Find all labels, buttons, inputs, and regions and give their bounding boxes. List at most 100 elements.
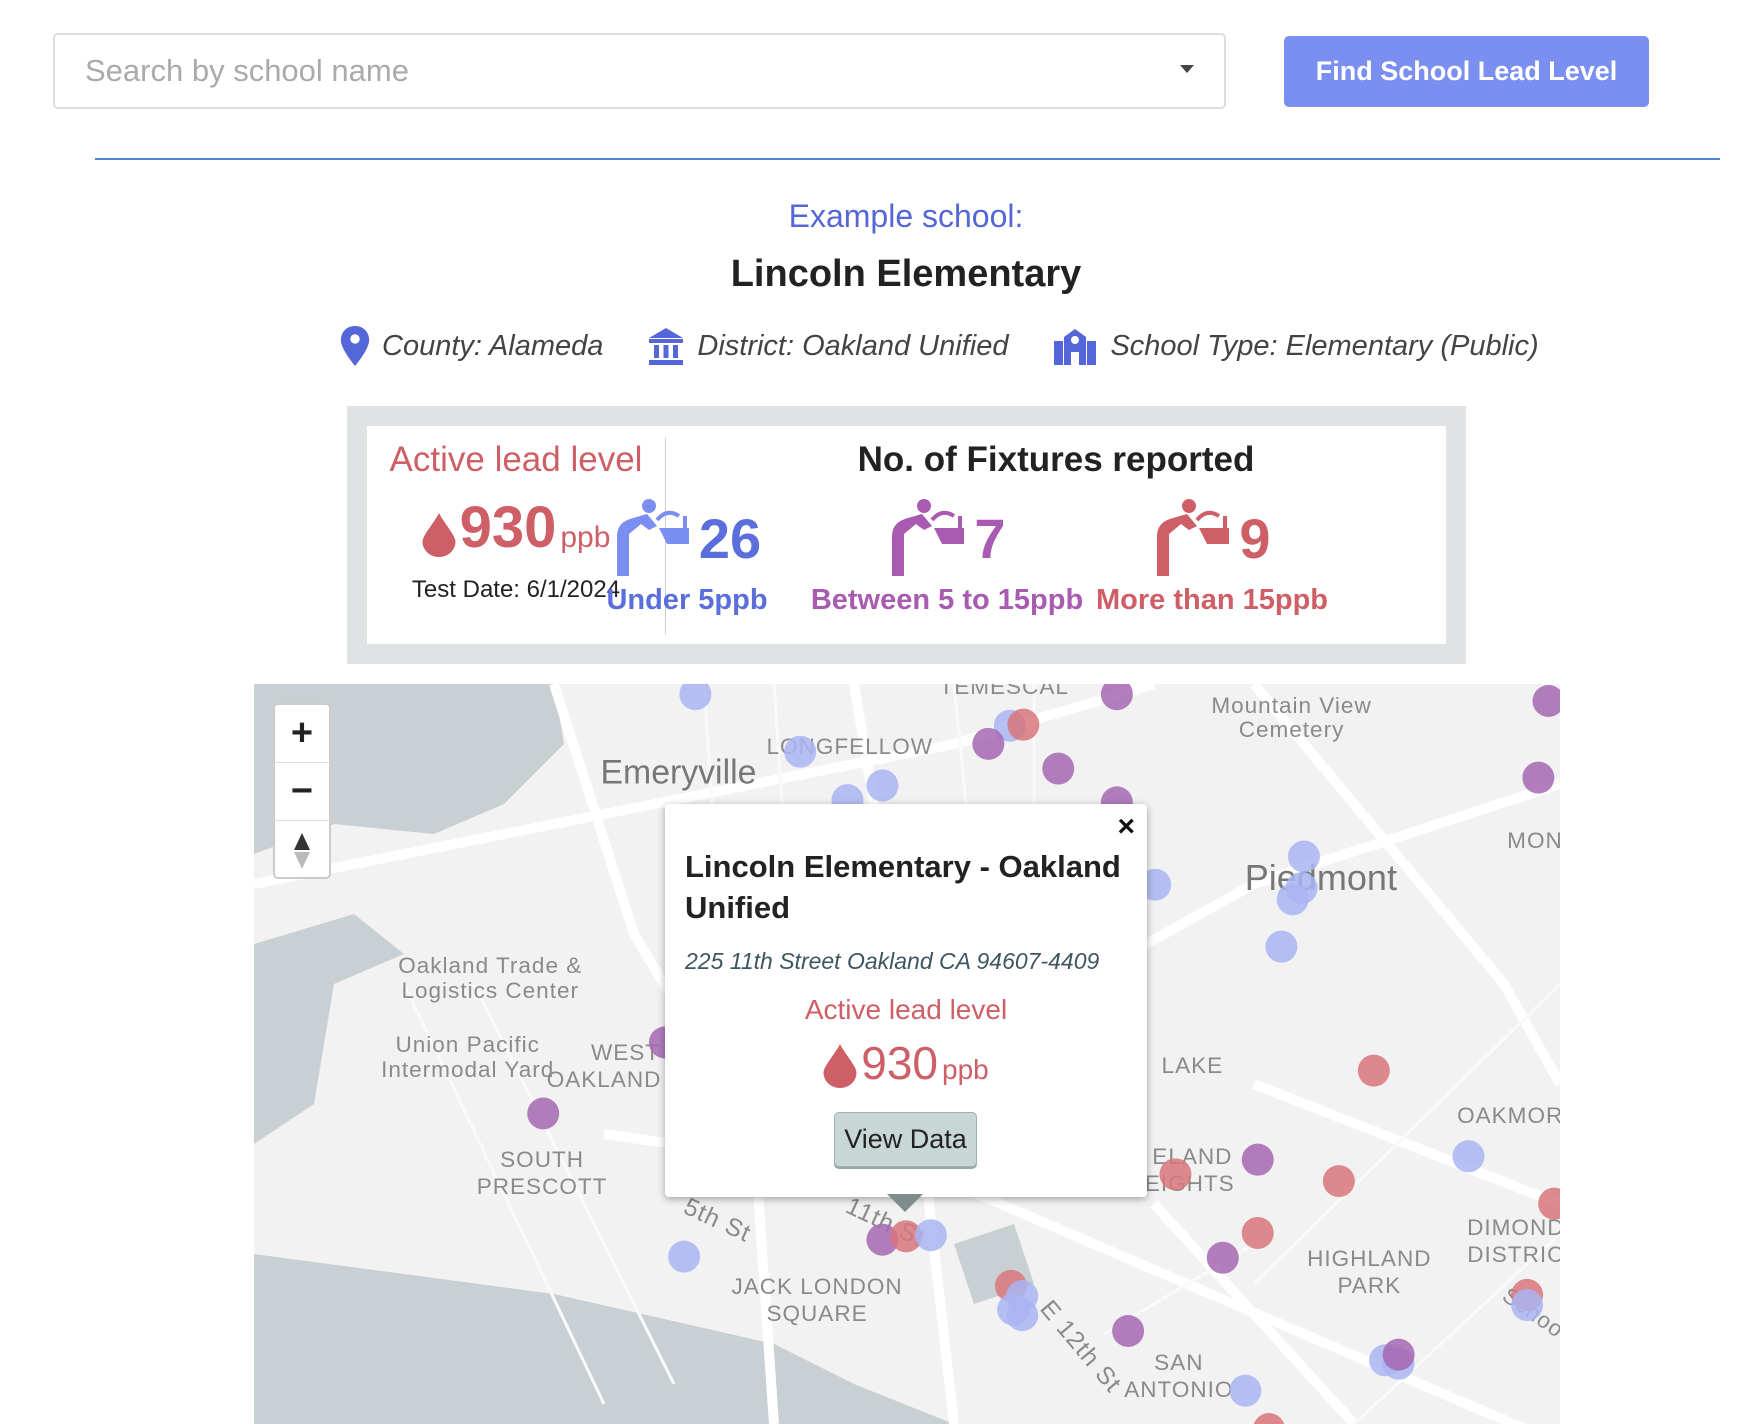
map-label: Intermodal Yard — [381, 1056, 555, 1082]
school-marker[interactable] — [1007, 708, 1040, 741]
popup-address: 225 11th Street Oakland CA 94607-4409 — [685, 948, 1100, 974]
map-pin-icon — [340, 326, 370, 366]
test-date: Test Date: 6/1/2024 — [411, 576, 621, 603]
fixture-count: 7 — [974, 506, 1006, 570]
county-text: County: Alameda — [382, 329, 604, 362]
map-label: JACK LONDON — [731, 1274, 903, 1300]
school-marker[interactable] — [866, 1223, 899, 1256]
find-school-button[interactable]: Find School Lead Level — [1284, 36, 1649, 107]
fixture-stat: 26 Under 5ppb — [547, 498, 827, 617]
school-marker[interactable] — [1206, 1241, 1239, 1274]
fixture-count: 9 — [1239, 506, 1271, 570]
view-data-button[interactable]: View Data — [834, 1112, 977, 1167]
fixture-label: Under 5ppb — [606, 584, 768, 616]
drop-icon — [422, 513, 456, 557]
map-label: Emeryville — [600, 753, 757, 792]
map-label: SQUARE — [766, 1301, 868, 1327]
school-marker[interactable] — [1532, 684, 1560, 717]
school-marker[interactable] — [1452, 1140, 1485, 1173]
school-name: Lincoln Elementary — [730, 253, 1082, 295]
school-marker[interactable] — [1382, 1338, 1415, 1371]
map-label: OAKLAND — [546, 1066, 662, 1092]
zoom-out-button[interactable]: − — [275, 763, 329, 821]
school-marker[interactable] — [1241, 1143, 1274, 1176]
map-label: Logistics Center — [401, 977, 580, 1003]
lead-value: 930 — [459, 495, 557, 560]
map[interactable]: TEMESCAL Mountain View Cemetery LONGFELLOW E… — [254, 684, 1560, 1424]
school-marker[interactable] — [1100, 684, 1133, 711]
school-marker[interactable] — [914, 1219, 947, 1252]
map-label: Union Pacific — [395, 1031, 540, 1057]
map-label: Oakland Trade & — [398, 952, 583, 978]
school-marker[interactable] — [1006, 1299, 1039, 1332]
school-icon — [1054, 329, 1097, 365]
school-marker[interactable] — [1112, 1314, 1145, 1347]
school-marker[interactable] — [1229, 1374, 1262, 1407]
divider — [95, 158, 1720, 160]
school-marker[interactable] — [1287, 840, 1320, 873]
zoom-in-button[interactable]: + — [275, 705, 329, 763]
school-marker[interactable] — [527, 1097, 560, 1130]
water-fountain-icon — [616, 499, 689, 576]
map-controls: + − — [273, 703, 331, 879]
fixtures-title: No. of Fixtures reported — [857, 440, 1255, 479]
school-marker[interactable] — [1276, 883, 1309, 916]
popup-lead-unit: ppb — [942, 1054, 989, 1085]
school-markers[interactable] — [254, 684, 1560, 1424]
fixture-label: Between 5 to 15ppb — [810, 584, 1084, 616]
map-label: PARK — [1337, 1272, 1402, 1298]
map-label: DISTRIC — [1467, 1242, 1560, 1268]
example-label: Example school: — [788, 198, 1024, 234]
popup-lead-value: 930 — [861, 1037, 939, 1089]
school-marker[interactable] — [1042, 752, 1075, 785]
popup-tip — [887, 1194, 923, 1212]
map-label: Piedmont — [1244, 856, 1397, 898]
chevron-down-icon[interactable] — [1180, 65, 1194, 73]
map-label: PRESCOTT — [476, 1173, 608, 1199]
map-label: LAKE — [1161, 1053, 1224, 1079]
school-marker[interactable] — [1357, 1054, 1390, 1087]
school-marker[interactable] — [1322, 1165, 1355, 1198]
school-marker[interactable] — [679, 684, 712, 711]
school-search-select[interactable] — [53, 33, 1226, 109]
map-label: TEMESCAL — [939, 684, 1069, 700]
drop-icon — [823, 1044, 857, 1088]
map-label: DIMOND — [1467, 1215, 1560, 1241]
school-marker[interactable] — [1253, 1413, 1285, 1424]
school-marker[interactable] — [1511, 1289, 1544, 1322]
search-input[interactable] — [55, 35, 1108, 107]
school-marker[interactable] — [1522, 761, 1555, 794]
school-marker[interactable] — [784, 735, 817, 768]
water-fountain-icon — [1157, 499, 1230, 576]
school-marker[interactable] — [890, 1220, 923, 1253]
school-marker[interactable] — [972, 727, 1005, 760]
popup-lead-level: 930 ppb — [665, 1036, 1147, 1090]
lead-level: 930 ppb — [367, 494, 665, 561]
fixture-count: 26 — [698, 506, 762, 570]
map-label: MON — [1507, 827, 1560, 853]
school-marker[interactable] — [1241, 1216, 1274, 1249]
school-marker[interactable] — [1159, 1158, 1192, 1191]
compass-icon[interactable] — [292, 833, 312, 869]
map-label: ANTONIO — [1124, 1376, 1234, 1402]
map-label: Mountain View — [1211, 692, 1372, 718]
water-fountain-icon — [892, 499, 965, 576]
school-marker[interactable] — [668, 1240, 701, 1273]
map-label: WEST — [590, 1039, 661, 1065]
fixture-stat: 9 More than 15ppb — [1072, 498, 1352, 617]
district-text: District: Oakland Unified — [697, 329, 1009, 362]
school-marker[interactable] — [1538, 1187, 1560, 1220]
building-icon — [649, 328, 684, 365]
close-icon[interactable]: × — [1117, 810, 1135, 843]
stats-panel: Active lead level 930 ppb Test Date: 6/1… — [347, 406, 1466, 664]
fixture-label: More than 15ppb — [1095, 584, 1328, 616]
school-marker[interactable] — [1265, 930, 1298, 963]
school-marker[interactable] — [1139, 868, 1172, 901]
lead-unit: ppb — [560, 521, 611, 554]
school-popup: × Lincoln Elementary - Oakland Unified 2… — [665, 804, 1147, 1212]
school-meta: County: Alameda District: Oakland Unifie… — [340, 326, 1569, 366]
map-label: HIGHLAND — [1307, 1245, 1432, 1271]
school-marker[interactable] — [866, 769, 899, 802]
popup-title: Lincoln Elementary - Oakland Unified — [685, 849, 1121, 925]
map-label: SOUTH — [500, 1146, 585, 1172]
